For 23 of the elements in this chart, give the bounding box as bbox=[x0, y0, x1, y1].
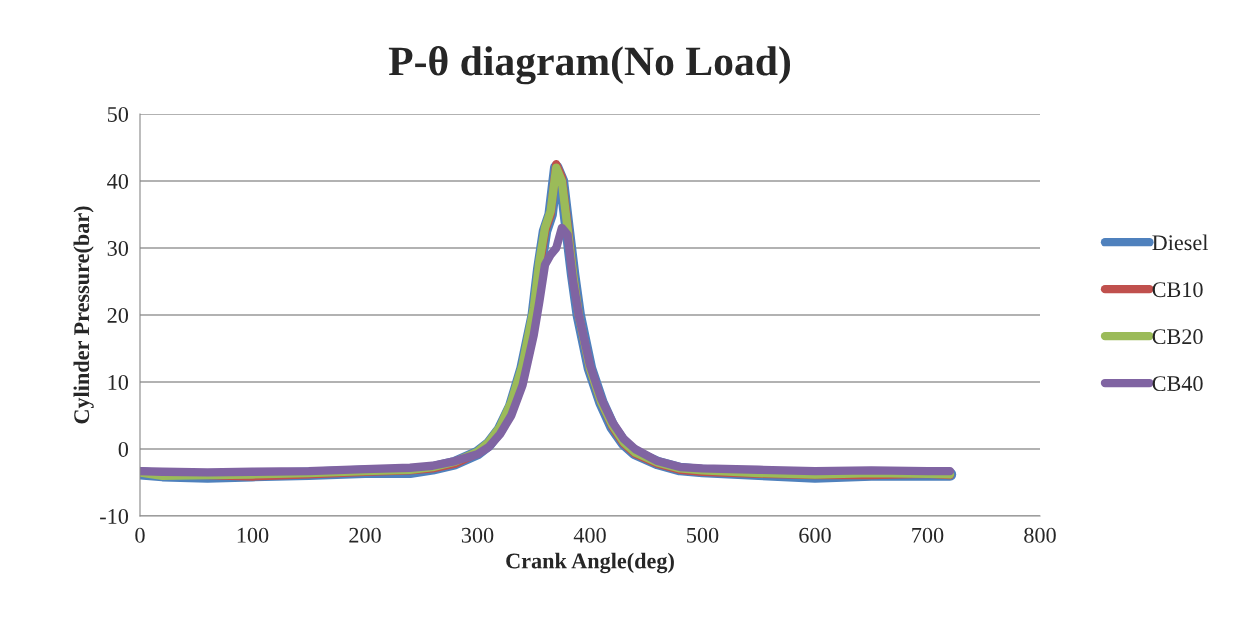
legend-label: CB20 bbox=[1152, 329, 1203, 345]
chart-title: P-θ diagram(No Load) bbox=[388, 45, 791, 85]
y-tick-label: 40 bbox=[107, 173, 129, 189]
legend-label: CB10 bbox=[1152, 282, 1203, 298]
y-tick-label: 0 bbox=[118, 441, 129, 457]
x-tick-label: 200 bbox=[349, 527, 381, 543]
y-tick-label: 20 bbox=[107, 307, 129, 323]
x-tick-label: 700 bbox=[912, 527, 944, 543]
x-tick-label: 600 bbox=[799, 527, 831, 543]
x-tick-label: 0 bbox=[135, 527, 145, 543]
x-tick-label: 100 bbox=[237, 527, 269, 543]
y-tick-label: 10 bbox=[108, 374, 129, 390]
legend-label: Diesel bbox=[1152, 234, 1208, 251]
y-tick-label: -10 bbox=[100, 508, 129, 524]
y-tick-label: 30 bbox=[107, 240, 129, 256]
x-tick-label: 500 bbox=[687, 527, 719, 543]
x-tick-label: 300 bbox=[461, 527, 494, 543]
y-tick-label: 50 bbox=[107, 106, 129, 122]
x-tick-label: 400 bbox=[573, 527, 606, 543]
legend-label: CB40 bbox=[1152, 376, 1203, 392]
y-axis-title: Cylinder Pressure(bar) bbox=[73, 206, 94, 424]
x-tick-label: 800 bbox=[1024, 527, 1056, 543]
x-axis-title: Crank Angle(deg) bbox=[506, 552, 674, 574]
